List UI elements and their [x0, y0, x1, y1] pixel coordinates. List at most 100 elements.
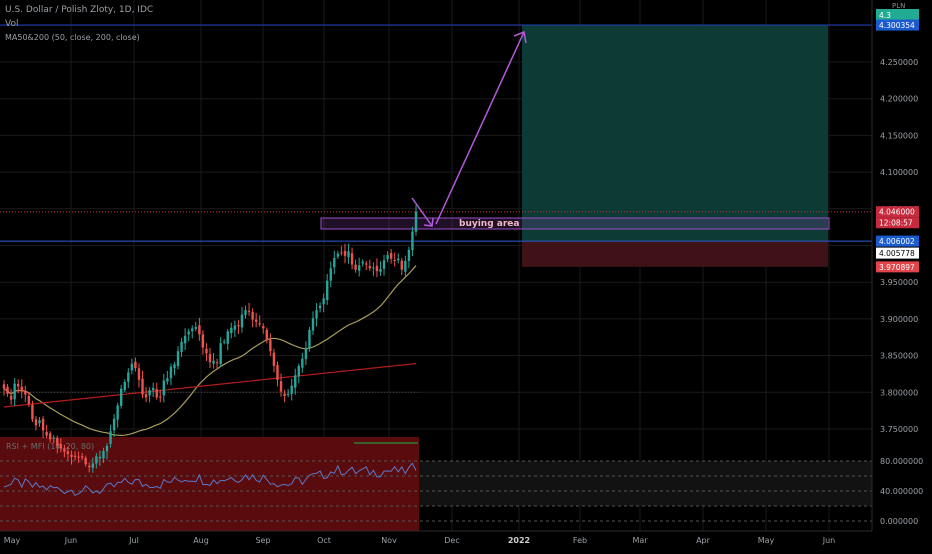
rsi-tick-label: 0.000000 [880, 517, 918, 526]
candle-body [407, 249, 411, 261]
candle-body [414, 211, 418, 232]
candle-body [180, 341, 183, 353]
candle-body [354, 264, 357, 270]
candle-body [279, 381, 283, 392]
vol-legend[interactable]: Vol [5, 19, 19, 29]
rsi-tick-label: 40.000000 [880, 487, 923, 496]
candle-body [123, 382, 126, 390]
stop-tag: 3.970897 [879, 263, 915, 272]
candle-body [9, 395, 13, 400]
candle-body [70, 454, 73, 457]
time-tick-label: Apr [696, 536, 711, 545]
rsi-line [3, 462, 417, 497]
buying-area-box [320, 217, 830, 230]
candle-body [233, 325, 237, 330]
loss-zone [522, 241, 828, 267]
time-tick-label: May [4, 536, 21, 545]
price-tick-label: 3.950000 [880, 278, 918, 287]
candle-body [215, 362, 219, 364]
candle-body [41, 418, 45, 431]
candle-body [201, 334, 205, 348]
candle-body [95, 456, 98, 464]
candle-body [297, 365, 300, 377]
candle-body [176, 351, 180, 367]
candle-body [276, 365, 279, 380]
candle-body [397, 258, 400, 261]
countdown-tag: 12:08:57 [879, 219, 913, 228]
candle-body [63, 448, 66, 452]
symbol-legend[interactable]: U.S. Dollar / Polish Zloty, 1D, IDC [5, 5, 154, 15]
candle-body [411, 231, 414, 251]
annotations: buying area [411, 30, 527, 229]
candle-body [365, 263, 368, 265]
time-tick-label: Jul [128, 536, 139, 545]
candle-body [59, 444, 63, 449]
candle-body [326, 280, 329, 300]
candle-body [272, 352, 276, 366]
time-tick-label: May [758, 536, 775, 545]
candle-body [361, 261, 364, 264]
candle-body [45, 431, 48, 436]
time-tick-label: Nov [381, 536, 397, 545]
candle-body [159, 396, 162, 398]
time-tick-label: 2022 [508, 536, 530, 545]
candle-body [144, 394, 148, 398]
candle-body [343, 250, 347, 256]
moving-averages [3, 265, 417, 437]
candle-body [173, 364, 176, 369]
candle-body [20, 386, 23, 392]
stop-tag-bg [876, 261, 919, 273]
candle-body [304, 348, 308, 360]
candle-body [13, 383, 16, 400]
candle-body [230, 327, 233, 334]
take-profit-tag-bg [876, 19, 919, 31]
horizontal-levels [0, 24, 872, 393]
candle-body [120, 388, 123, 406]
time-tick-label: Mar [632, 536, 648, 545]
candle-body [205, 348, 208, 354]
candle-body [183, 335, 187, 344]
price-tick-label: 4.100000 [880, 168, 918, 177]
candle-body [258, 323, 261, 325]
price-tick-label: 4.200000 [880, 95, 918, 104]
candle-body [116, 405, 119, 420]
candle-body [404, 260, 407, 272]
ma50-line [3, 265, 417, 437]
candle-body [198, 325, 201, 335]
candle-body [27, 395, 31, 405]
candle-body [208, 354, 212, 363]
currency-tag: PLN [892, 2, 906, 10]
candle-body [226, 331, 229, 344]
candle-body [151, 387, 155, 391]
price-tick-label: 3.750000 [880, 425, 918, 434]
candle-body [73, 455, 77, 457]
candle-body [379, 268, 382, 272]
candle-body [254, 319, 258, 322]
price-tick-label: 3.800000 [880, 388, 918, 397]
ma-legend[interactable]: MA50&200 (50, close, 200, close) [5, 33, 140, 42]
candle-body [98, 456, 102, 459]
candle-body [322, 298, 325, 305]
candle-body [240, 314, 244, 328]
take-profit-tag: 4.300354 [879, 21, 915, 30]
candle-body [219, 343, 222, 365]
candle-body [375, 265, 379, 272]
candle-body [301, 358, 304, 368]
position-zones [320, 25, 830, 267]
candle-body [169, 366, 173, 379]
candle-body [283, 393, 286, 396]
rsi-tick-label: 80.000000 [880, 457, 923, 466]
candle-body [311, 318, 315, 331]
candle-body [31, 404, 34, 420]
candle-body [91, 463, 94, 468]
candle-body [112, 418, 116, 431]
candle-body [269, 339, 272, 352]
candle-body [262, 326, 265, 329]
candle-body [102, 451, 105, 459]
time-tick-label: Sep [255, 536, 270, 545]
top-tag: 4.3 [879, 11, 891, 20]
candle-body [155, 389, 158, 398]
candle-body [191, 328, 194, 332]
